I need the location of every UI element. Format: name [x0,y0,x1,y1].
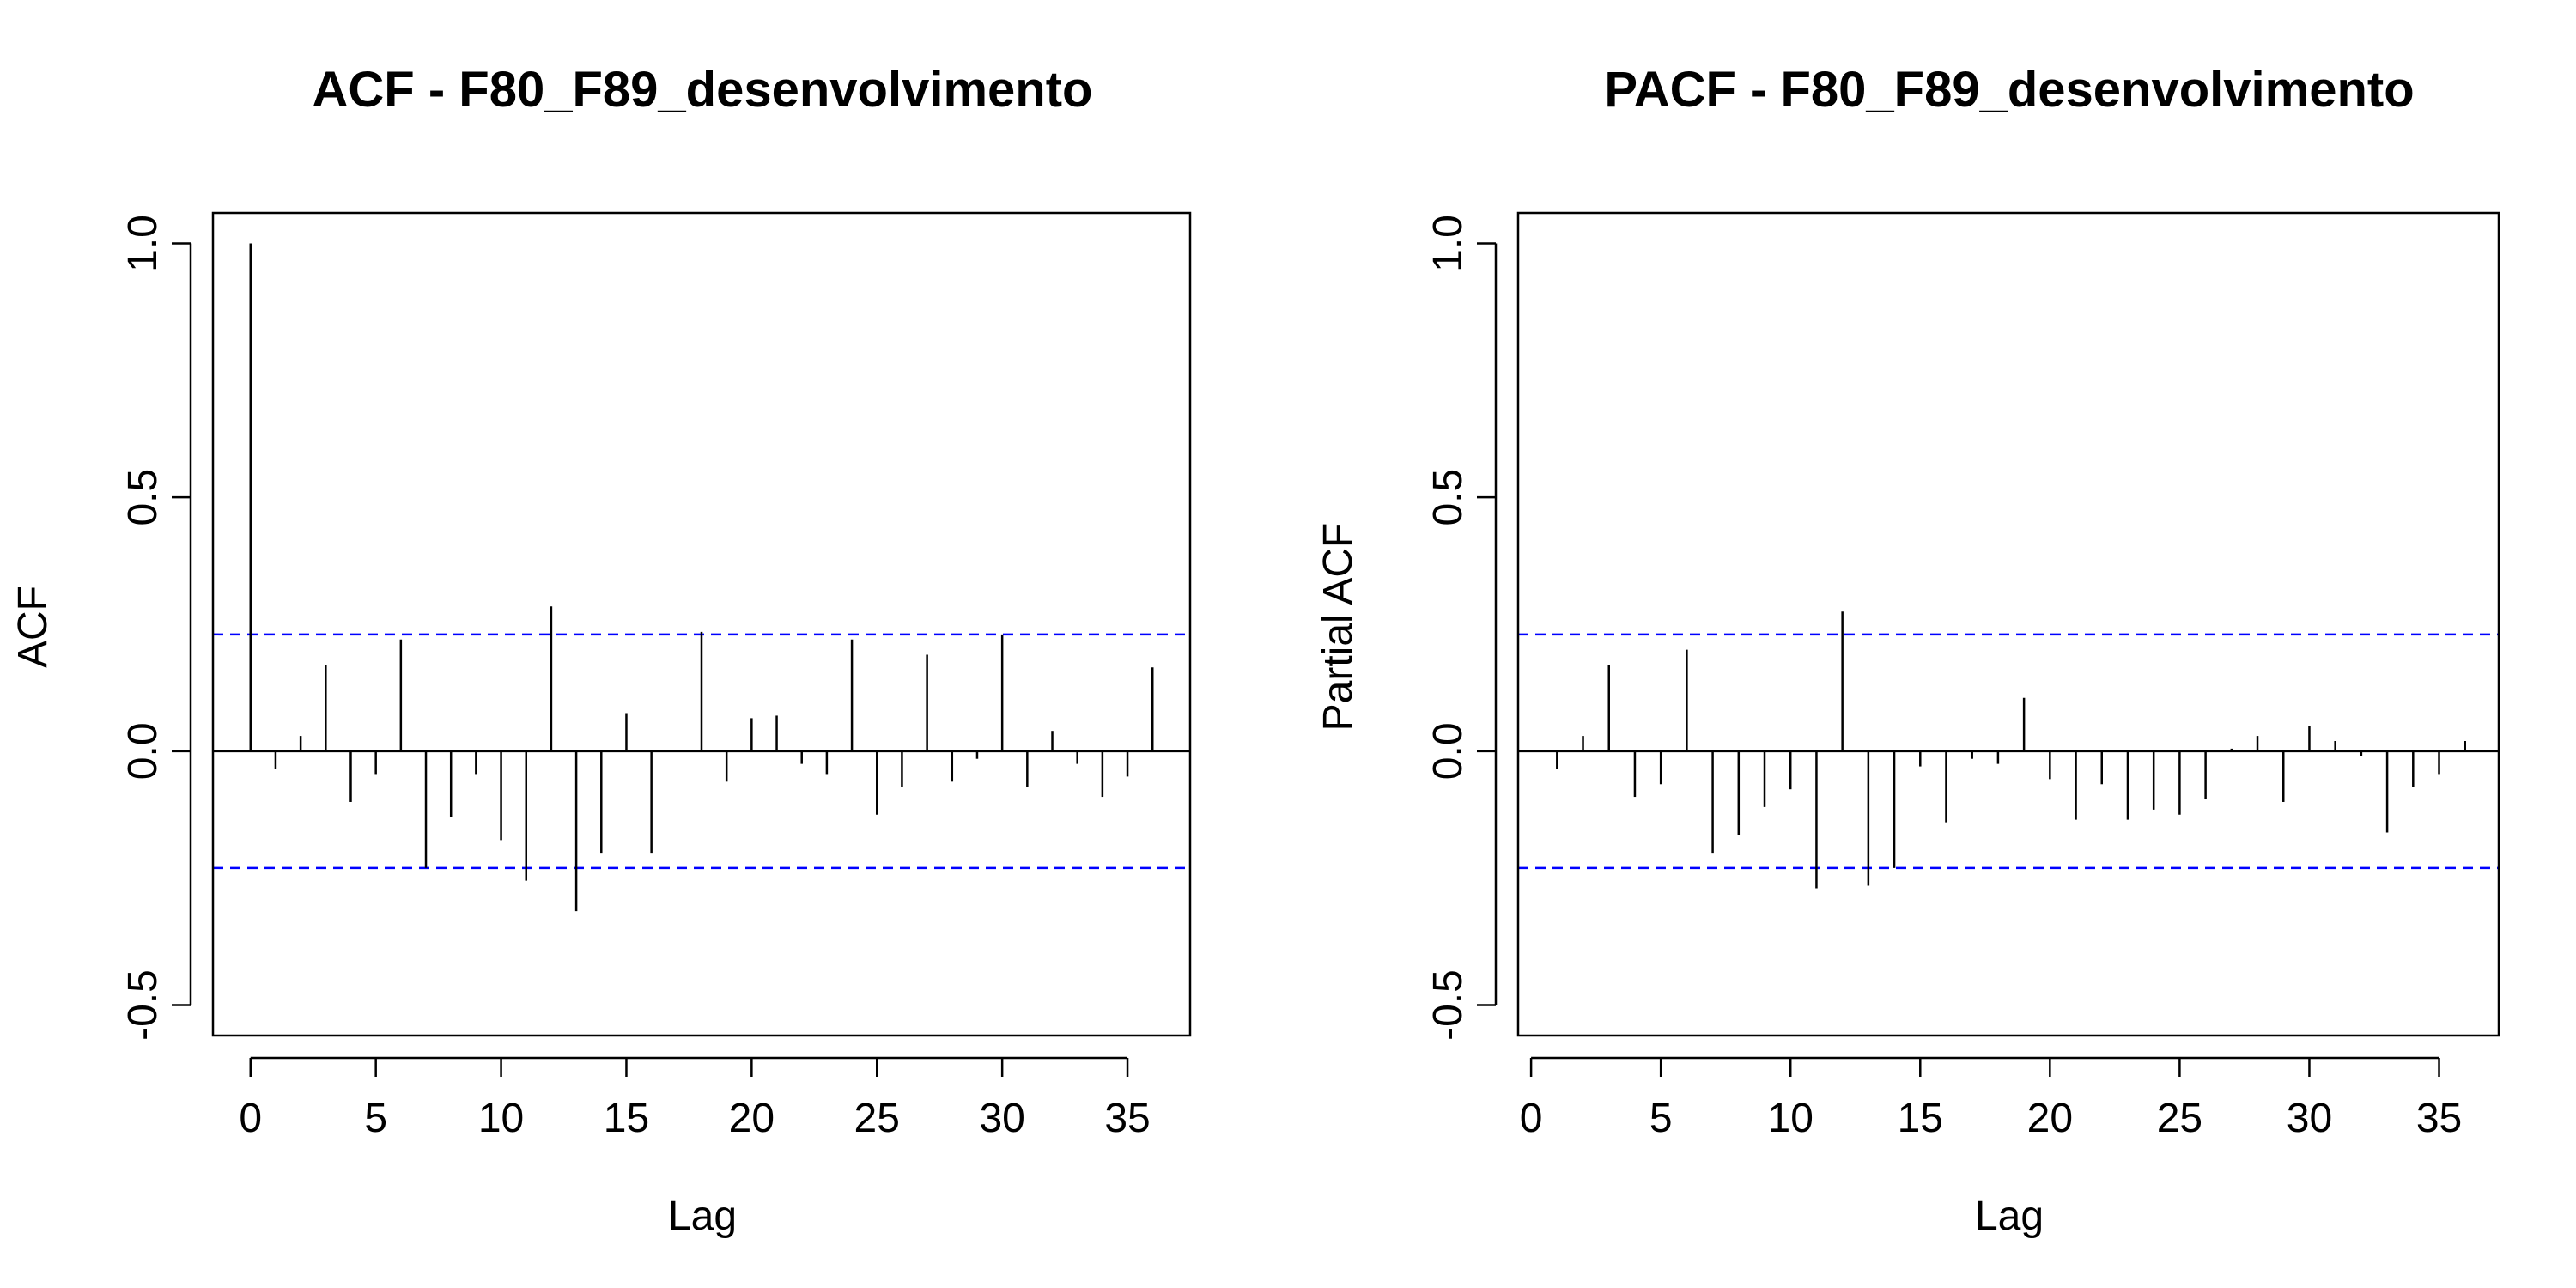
acf-x-tick-label-10: 10 [478,1096,524,1141]
acf-x-tick-label-0: 0 [239,1096,262,1141]
pacf-y-tick-label-2: 0.5 [1425,469,1471,526]
pacf-x-tick-label-30: 30 [2287,1096,2332,1141]
acf-x-tick-label-20: 20 [729,1096,775,1141]
acf-x-tick-label-15: 15 [604,1096,649,1141]
pacf-x-tick-label-5: 5 [1649,1096,1673,1141]
acf-y-tick-label-2: 0.5 [120,469,166,526]
pacf-marks: 0 5 10 15 20 25 30 35 -0.5 0.0 0.5 1.0 [1425,215,2499,1141]
pacf-y-axis-label: Partial ACF [1315,523,1361,732]
pacf-title: PACF - F80_F89_desenvolvimento [1604,62,2414,118]
acf-y-tick-label-3: 1.0 [120,215,166,272]
pacf-x-tick-label-20: 20 [2027,1096,2073,1141]
acf-title: ACF - F80_F89_desenvolvimento [313,62,1093,118]
acf-x-tick-label-35: 35 [1104,1096,1150,1141]
pacf-x-tick-label-15: 15 [1898,1096,1943,1141]
acf-panel: ACF - F80_F89_desenvolvimento Lag ACF 0 5… [10,62,1192,1239]
pacf-x-tick-label-25: 25 [2157,1096,2202,1141]
acf-marks: 0 5 10 15 20 25 30 35 -0.5 0.0 0.5 1.0 [120,215,1190,1141]
pacf-x-axis-label: Lag [1975,1194,2044,1239]
acf-x-tick-label-30: 30 [979,1096,1024,1141]
pacf-panel: PACF - F80_F89_desenvolvimento Lag Parti… [1315,62,2500,1239]
acf-plot-frame [211,211,1192,1037]
pacf-y-tick-label-3: 1.0 [1425,215,1471,272]
pacf-y-tick-label-1: 0.0 [1425,722,1471,780]
acf-x-axis-label: Lag [668,1194,737,1239]
acf-x-tick-label-5: 5 [364,1096,387,1141]
pacf-x-tick-label-10: 10 [1768,1096,1814,1141]
pacf-x-tick-label-35: 35 [2416,1096,2462,1141]
acf-y-axis-label: ACF [10,586,56,668]
pacf-y-tick-label-0: -0.5 [1425,969,1471,1041]
acf-y-tick-label-0: -0.5 [120,969,166,1041]
acf-x-tick-label-25: 25 [854,1096,900,1141]
pacf-x-tick-label-0: 0 [1520,1096,1543,1141]
acf-y-tick-label-1: 0.0 [120,722,166,780]
pacf-plot-frame [1516,211,2500,1037]
